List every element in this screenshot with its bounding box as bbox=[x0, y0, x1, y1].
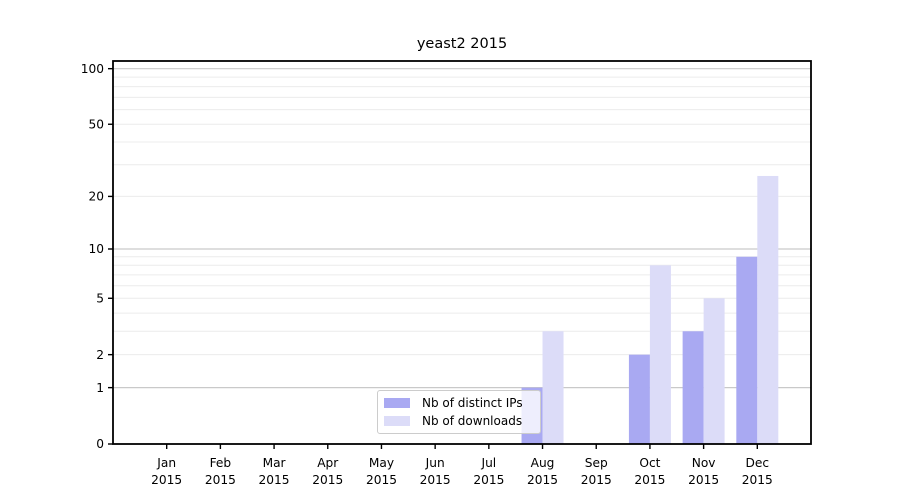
y-tick-label: 100 bbox=[81, 62, 104, 76]
bar-dec-downloads bbox=[757, 175, 779, 445]
x-tick-label-month: Dec bbox=[746, 456, 770, 470]
y-tick-label: 5 bbox=[96, 291, 104, 305]
chart-title: yeast2 2015 bbox=[416, 36, 508, 52]
x-tick-label-year: 2015 bbox=[259, 473, 290, 487]
bar-dec-distinct-ips bbox=[736, 256, 758, 444]
x-tick-label-month: Feb bbox=[210, 456, 232, 470]
x-tick-label-month: Jun bbox=[425, 456, 445, 470]
x-tick-label-month: Aug bbox=[531, 456, 555, 470]
bar-aug-downloads bbox=[542, 331, 564, 444]
legend-item-downloads: Nb of downloads bbox=[384, 414, 534, 428]
x-tick-label-year: 2015 bbox=[581, 473, 612, 487]
legend-swatch-distinct-ips bbox=[384, 398, 410, 409]
x-tick-label-month: Sep bbox=[585, 456, 608, 470]
x-tick-label-month: Jan bbox=[156, 456, 176, 470]
bar-nov-downloads bbox=[703, 298, 725, 444]
bar-oct-distinct-ips bbox=[628, 354, 650, 444]
legend-label-downloads: Nb of downloads bbox=[422, 413, 523, 428]
bar-nov-distinct-ips bbox=[682, 331, 704, 444]
bar-oct-downloads bbox=[649, 265, 671, 444]
y-tick-label: 50 bbox=[88, 117, 104, 131]
x-tick-label-month: Mar bbox=[263, 456, 287, 470]
x-tick-label-month: Jul bbox=[480, 456, 496, 470]
x-tick-label-month: May bbox=[369, 456, 394, 470]
y-tick-label: 0 bbox=[96, 437, 104, 451]
y-tick-label: 20 bbox=[88, 190, 104, 204]
x-tick-label-year: 2015 bbox=[473, 473, 504, 487]
x-tick-label-year: 2015 bbox=[420, 473, 451, 487]
x-tick-label-year: 2015 bbox=[205, 473, 236, 487]
x-tick-label-month: Nov bbox=[692, 456, 716, 470]
y-tick-label: 2 bbox=[96, 348, 104, 362]
x-tick-label-year: 2015 bbox=[527, 473, 558, 487]
x-tick-label-year: 2015 bbox=[688, 473, 719, 487]
y-tick-label: 10 bbox=[88, 242, 104, 256]
axis-frame bbox=[112, 60, 812, 445]
legend-item-distinct-ips: Nb of distinct IPs bbox=[384, 396, 534, 410]
legend-swatch-downloads bbox=[384, 415, 410, 426]
x-tick-label-month: Apr bbox=[317, 456, 339, 470]
y-tick-label: 1 bbox=[96, 381, 104, 395]
x-tick-label-year: 2015 bbox=[634, 473, 665, 487]
x-tick-label-year: 2015 bbox=[366, 473, 397, 487]
x-tick-label-year: 2015 bbox=[312, 473, 343, 487]
x-tick-label-month: Oct bbox=[639, 456, 660, 470]
legend: Nb of distinct IPs Nb of downloads bbox=[377, 390, 541, 434]
legend-label-distinct-ips: Nb of distinct IPs bbox=[422, 396, 523, 411]
x-tick-label-year: 2015 bbox=[742, 473, 773, 487]
x-tick-label-year: 2015 bbox=[151, 473, 182, 487]
